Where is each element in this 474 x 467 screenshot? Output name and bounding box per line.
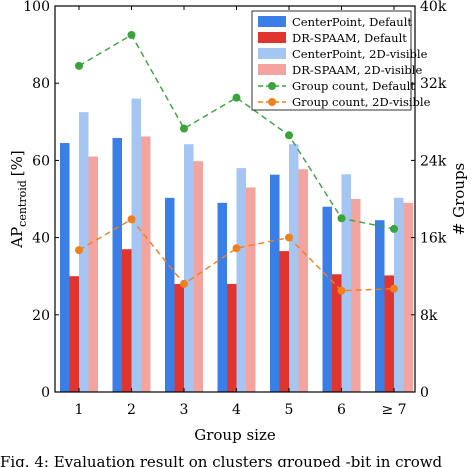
- caption: Fig. 4: Evaluation result on clusters gr…: [0, 453, 443, 467]
- legend-label-line-series2: Group count, 2D-visible: [292, 95, 431, 109]
- legend: CenterPoint, Default DR-SPAAM, Default Cen…: [251, 10, 431, 111]
- y-right-tick-label-3: 16k: [420, 231, 447, 247]
- x-tick-label-6: 6: [337, 402, 346, 418]
- legend-label-bar-series3: CenterPoint, 2D-visible: [292, 47, 428, 61]
- bar-series2-4: [227, 283, 237, 392]
- bar-series4-5: [298, 169, 308, 392]
- bar-series4-6: [351, 199, 361, 392]
- y-right-tick-label-5: 32k: [420, 76, 447, 92]
- line-series2-point-2: [127, 215, 136, 224]
- y-left-tick-label-1: 0: [41, 385, 50, 401]
- legend-swatch-bar-series1: [258, 16, 286, 27]
- x-tick-label-5: 5: [285, 402, 294, 418]
- legend-swatch-bar-series4: [258, 64, 286, 75]
- legend-swatch-marker-line-series1: [268, 82, 276, 90]
- line-series1-point-2: [127, 30, 136, 39]
- bar-series3-5: [289, 144, 299, 392]
- legend-swatch-marker-line-series2: [268, 98, 276, 106]
- bar-series2-5: [279, 251, 289, 392]
- y-left-tick-label-4: 60: [32, 153, 50, 169]
- bar-series1-7: [375, 220, 385, 392]
- line-series2-point-1: [75, 246, 83, 255]
- bars-layer: [60, 98, 413, 393]
- line-series2-point-6: [337, 286, 346, 295]
- x-ticks: 1 2 3 4 5 6 ≥ 7: [75, 6, 407, 418]
- bar-series1-2: [112, 138, 122, 392]
- bar-series2-7: [384, 275, 394, 392]
- x-tick-label-4: 4: [232, 402, 241, 418]
- y-axis-label-left-sub: centroid: [16, 180, 29, 227]
- y-ticks-right: 0 8k 16k 24k 32k 40k: [411, 0, 447, 401]
- line-series1-point-1: [75, 61, 83, 70]
- x-tick-label-7: ≥ 7: [381, 402, 406, 418]
- legend-box: [251, 10, 412, 111]
- bar-series1-4: [217, 202, 227, 392]
- line-series2-point-4: [232, 244, 241, 253]
- bar-series2-2: [122, 249, 132, 392]
- line-series1-point-3: [180, 124, 188, 133]
- y-right-tick-label-2: 8k: [420, 308, 438, 324]
- bar-series2-1: [69, 276, 79, 392]
- lines-layer: [75, 30, 398, 295]
- bar-series3-4: [236, 168, 246, 392]
- line-series1-point-4: [232, 93, 241, 102]
- y-left-tick-label-5: 80: [32, 76, 50, 92]
- y-left-tick-label-2: 20: [32, 308, 50, 324]
- bar-series3-3: [184, 144, 194, 392]
- bar-series4-7: [403, 202, 413, 392]
- plot-frame: [54, 5, 416, 393]
- line-series2-point-3: [180, 279, 188, 288]
- bar-series3-2: [131, 98, 141, 392]
- bar-series3-6: [341, 174, 351, 392]
- bar-series3-7: [394, 197, 404, 392]
- y-right-tick-label-6: 40k: [420, 0, 447, 15]
- x-tick-label-2: 2: [127, 402, 136, 418]
- bar-series3-1: [79, 112, 89, 393]
- line-series1-point-5: [285, 131, 293, 140]
- y-right-tick-label-4: 24k: [420, 153, 447, 169]
- x-axis-label: Group size: [194, 426, 276, 444]
- bar-series4-1: [88, 156, 98, 392]
- line-series1-point-6: [337, 214, 346, 223]
- x-tick-label-1: 1: [75, 402, 84, 418]
- bar-series1-6: [322, 206, 332, 392]
- y-left-tick-label-6: 100: [23, 0, 50, 15]
- y-right-tick-label-1: 0: [420, 385, 429, 401]
- bar-series1-5: [270, 174, 280, 392]
- line-series2-point-7: [390, 284, 398, 293]
- legend-swatch-bar-series2: [258, 32, 286, 43]
- bar-series2-3: [174, 283, 184, 392]
- line-series1-point-7: [390, 224, 398, 233]
- legend-label-bar-series4: DR-SPAAM, 2D-visible: [292, 63, 422, 77]
- x-tick-label-3: 3: [180, 402, 189, 418]
- legend-label-bar-series1: CenterPoint, Default: [292, 15, 412, 29]
- y-axis-label-left: APcentroid [%]: [8, 150, 29, 249]
- y-ticks-left: 0 20 40 60 80 100: [23, 0, 59, 401]
- bar-series4-4: [246, 187, 256, 392]
- bar-series4-3: [193, 161, 203, 392]
- y-axis-label-right: # Groups: [450, 163, 468, 235]
- bar-series4-2: [141, 136, 151, 392]
- bar-series1-1: [60, 143, 70, 392]
- legend-label-line-series1: Group count, Default: [292, 79, 415, 93]
- bar-series2-6: [332, 274, 342, 392]
- legend-swatch-bar-series3: [258, 48, 286, 59]
- bar-series1-3: [165, 197, 175, 392]
- y-axis-label-left-unit: [%]: [8, 150, 26, 176]
- line-series2-point-5: [285, 233, 293, 242]
- legend-label-bar-series2: DR-SPAAM, Default: [292, 31, 407, 45]
- y-left-tick-label-3: 40: [32, 231, 50, 247]
- y-axis-label-left-main: AP: [8, 227, 26, 249]
